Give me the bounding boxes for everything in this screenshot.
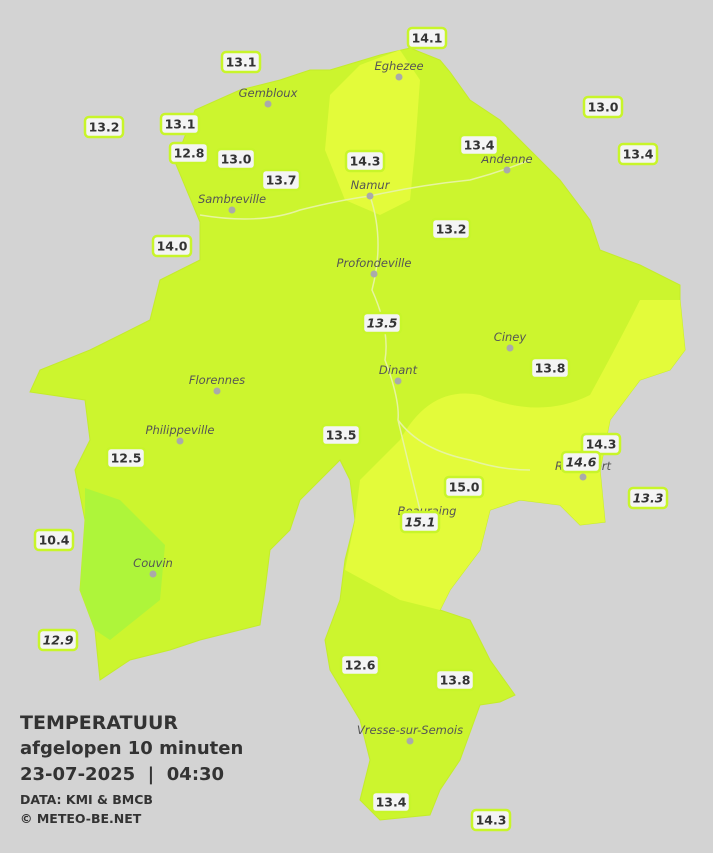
station-value: 13.1 — [165, 117, 196, 132]
station-value: 15.0 — [449, 480, 480, 495]
city-dot — [366, 192, 374, 200]
city-dot — [149, 570, 157, 578]
station-value: 14.1 — [412, 31, 443, 46]
station-value: 14.3 — [350, 154, 381, 169]
city-name: Gembloux — [239, 86, 298, 100]
station-value: 13.8 — [535, 361, 566, 376]
station-box — [344, 149, 386, 173]
station-value: 14.3 — [476, 813, 507, 828]
station-value: 15.1 — [405, 515, 436, 530]
station-value: 10.4 — [39, 533, 70, 548]
station-value: 13.3 — [633, 491, 664, 506]
station-box — [430, 217, 472, 241]
station-box — [260, 168, 302, 192]
station-value: 12.8 — [174, 146, 205, 161]
city-name: Ciney — [494, 330, 527, 344]
cool-zone-couvin — [80, 488, 165, 640]
station-box — [443, 475, 485, 499]
station-value: 13.0 — [588, 100, 619, 115]
station-value: 13.1 — [226, 55, 257, 70]
station-box — [580, 432, 622, 456]
city-dot — [176, 437, 184, 445]
station-value: 12.5 — [111, 451, 142, 466]
station-value: 12.6 — [345, 658, 376, 673]
station-value: 14.3 — [586, 437, 617, 452]
station-box — [399, 510, 441, 534]
station-box — [470, 808, 512, 832]
city-name: Eghezee — [374, 59, 423, 73]
station-box — [560, 450, 602, 474]
station-box — [168, 141, 210, 165]
station-box — [434, 668, 476, 692]
city-dot — [264, 100, 272, 108]
station-value: 13.0 — [221, 152, 252, 167]
station-box — [582, 95, 624, 119]
station-box — [458, 133, 500, 157]
city-dot — [394, 377, 402, 385]
city-name: Sambreville — [198, 192, 266, 206]
credit: DATA: KMI & BMCB — [20, 792, 153, 807]
station-value: 13.5 — [367, 316, 398, 331]
city-dot — [395, 73, 403, 81]
station-value: 13.4 — [376, 795, 407, 810]
station-value: 13.2 — [436, 222, 467, 237]
city-dot — [503, 166, 511, 174]
station-value: 13.4 — [464, 138, 495, 153]
city-dot — [228, 206, 236, 214]
station-box — [215, 147, 257, 171]
city-name: Florennes — [189, 373, 245, 387]
station-value: 13.2 — [89, 120, 120, 135]
station-box — [627, 486, 669, 510]
station-box — [220, 50, 262, 74]
station-value: 13.8 — [440, 673, 471, 688]
title: TEMPERATUUR — [20, 712, 178, 734]
warm-zone-north — [325, 50, 420, 215]
station-box — [339, 653, 381, 677]
city-dot — [370, 270, 378, 278]
station-value: 13.4 — [623, 147, 654, 162]
city-name: Dinant — [379, 363, 418, 377]
station-value: 13.5 — [326, 428, 357, 443]
station-value: 13.7 — [266, 173, 297, 188]
station-box — [83, 115, 125, 139]
station-box — [370, 790, 412, 814]
station-box — [151, 234, 193, 258]
station-box — [320, 423, 362, 447]
station-box — [361, 311, 403, 335]
city-name: Namur — [351, 178, 391, 192]
city-name: Profondeville — [337, 256, 412, 270]
city-dot — [213, 387, 221, 395]
city-dot — [506, 344, 514, 352]
datetime: 23-07-2025 | 04:30 — [20, 764, 224, 785]
city-name: Philippeville — [146, 423, 215, 437]
station-box — [105, 446, 147, 470]
subtitle: afgelopen 10 minuten — [20, 738, 243, 759]
station-value: 14.6 — [566, 455, 597, 470]
city-dot — [406, 737, 414, 745]
station-box — [617, 142, 659, 166]
station-box — [529, 356, 571, 380]
station-box — [406, 26, 448, 50]
station-box — [33, 528, 75, 552]
station-box — [159, 112, 201, 136]
station-box — [37, 628, 79, 652]
station-value: 12.9 — [43, 633, 74, 648]
station-value: 14.0 — [157, 239, 188, 254]
city-name: Couvin — [133, 556, 173, 570]
city-name: Vresse-sur-Semois — [357, 723, 463, 737]
city-dot — [579, 473, 587, 481]
credit: © METEO-BE.NET — [20, 811, 142, 826]
